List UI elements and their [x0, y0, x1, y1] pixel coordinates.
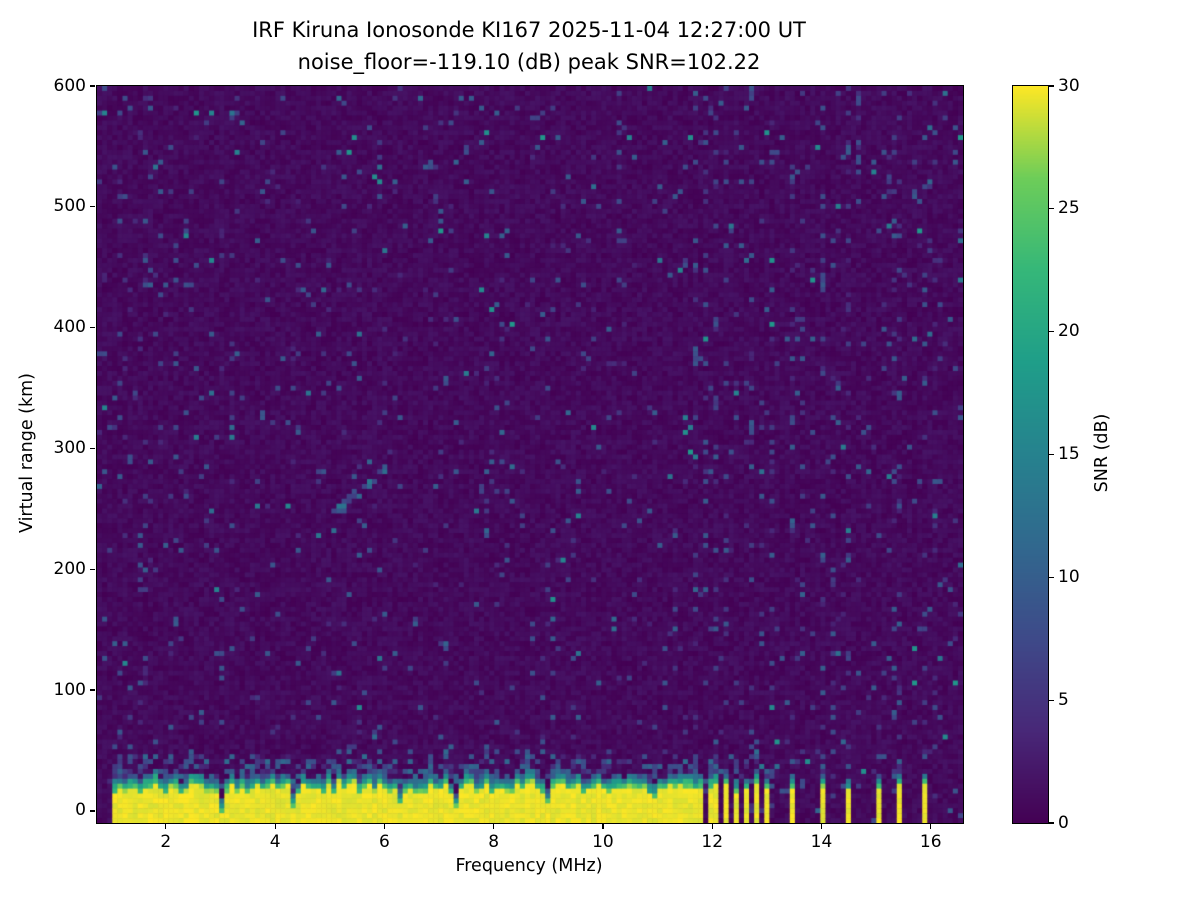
x-tick-label: 8	[488, 832, 500, 852]
colorbar-tick-label: 15	[1058, 444, 1080, 464]
x-axis-label: Frequency (MHz)	[455, 856, 603, 876]
x-tick-label: 10	[592, 832, 614, 852]
y-tick-label: 100	[53, 679, 86, 700]
y-tick-label: 200	[53, 558, 86, 579]
x-tick-label: 14	[810, 832, 833, 852]
x-tick	[602, 824, 604, 829]
x-tick	[711, 824, 713, 829]
colorbar-canvas	[1013, 86, 1048, 823]
colorbar-tick	[1049, 822, 1054, 824]
colorbar-tick	[1049, 699, 1054, 701]
colorbar-tick-label: 10	[1058, 566, 1080, 587]
colorbar	[1012, 85, 1049, 824]
y-tick	[90, 327, 95, 329]
x-tick-label: 12	[701, 832, 724, 852]
y-tick	[90, 689, 95, 691]
y-tick	[90, 447, 95, 450]
chart-title: IRF Kiruna Ionosonde KI167 2025-11-04 12…	[252, 18, 806, 42]
colorbar-tick-label: 20	[1058, 321, 1080, 342]
y-tick	[90, 206, 95, 208]
colorbar-tick	[1049, 208, 1054, 210]
y-tick	[90, 810, 95, 812]
x-tick	[820, 824, 823, 829]
chart-title-block: IRF Kiruna Ionosonde KI167 2025-11-04 12…	[96, 14, 962, 78]
y-tick-label: 300	[53, 437, 86, 458]
colorbar-tick-label: 0	[1058, 812, 1069, 833]
x-tick-label: 2	[160, 832, 172, 852]
x-tick-label: 6	[378, 832, 390, 852]
y-tick	[90, 85, 95, 87]
x-tick-label: 16	[919, 832, 942, 852]
y-tick-label: 500	[53, 196, 86, 217]
colorbar-tick-label: 30	[1058, 75, 1080, 96]
y-tick-label: 400	[53, 317, 86, 338]
x-tick-label: 4	[269, 832, 281, 852]
chart-subtitle: noise_floor=-119.10 (dB) peak SNR=102.22	[297, 50, 761, 74]
colorbar-tick	[1049, 331, 1054, 333]
x-tick	[165, 824, 167, 829]
y-tick-label: 0	[75, 800, 86, 821]
colorbar-tick-label: 5	[1058, 689, 1069, 710]
plot-area	[96, 85, 964, 824]
colorbar-tick	[1049, 453, 1054, 456]
heatmap-canvas	[97, 86, 963, 823]
x-tick	[274, 824, 276, 829]
colorbar-tick	[1049, 85, 1054, 87]
colorbar-tick-label: 25	[1058, 198, 1080, 219]
y-tick-label: 600	[53, 75, 86, 96]
x-tick	[383, 824, 385, 829]
colorbar-tick	[1049, 576, 1054, 578]
x-tick	[493, 824, 495, 829]
x-tick	[930, 824, 932, 829]
y-tick	[90, 568, 95, 570]
